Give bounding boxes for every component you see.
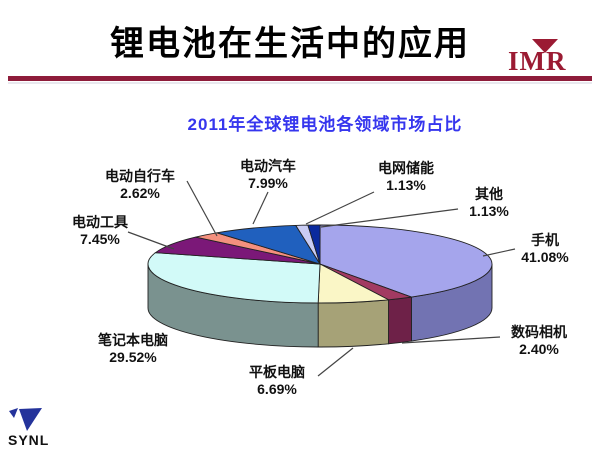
leader-line-electric-vehicle — [252, 191, 269, 225]
leader-line-grid-storage — [305, 191, 375, 225]
divider-rule-shadow — [8, 82, 592, 84]
leader-line-mobile-phone — [482, 248, 516, 257]
leader-line-electric-bicycle — [186, 180, 218, 237]
leader-line-digital-camera — [401, 336, 501, 344]
pie-slice-others — [307, 224, 321, 265]
imr-logo-text: IMR — [508, 46, 567, 76]
pie-slice-side-digital-camera — [388, 296, 412, 345]
imr-logo: IMR — [508, 39, 567, 76]
leader-line-others — [320, 208, 459, 228]
synl-logo-large-triangle-icon — [19, 408, 42, 431]
pie-slice-mobile-phone — [319, 224, 493, 298]
pie-slice-side-tablet-pc — [317, 299, 389, 348]
chart-title: 2011年全球锂电池各领域市场占比 — [187, 115, 463, 134]
pie-slice-laptop — [147, 252, 321, 304]
synl-logo-small-triangle-icon — [9, 408, 18, 418]
synl-logo-text: SYNL — [8, 432, 50, 448]
imr-logo-triangle-icon — [532, 39, 558, 53]
leader-line-power-tools — [127, 231, 175, 250]
divider-rule — [8, 76, 592, 81]
synl-logo — [9, 408, 42, 431]
leader-line-tablet-pc — [317, 347, 354, 377]
page-title: 锂电池在生活中的应用 — [110, 26, 470, 63]
